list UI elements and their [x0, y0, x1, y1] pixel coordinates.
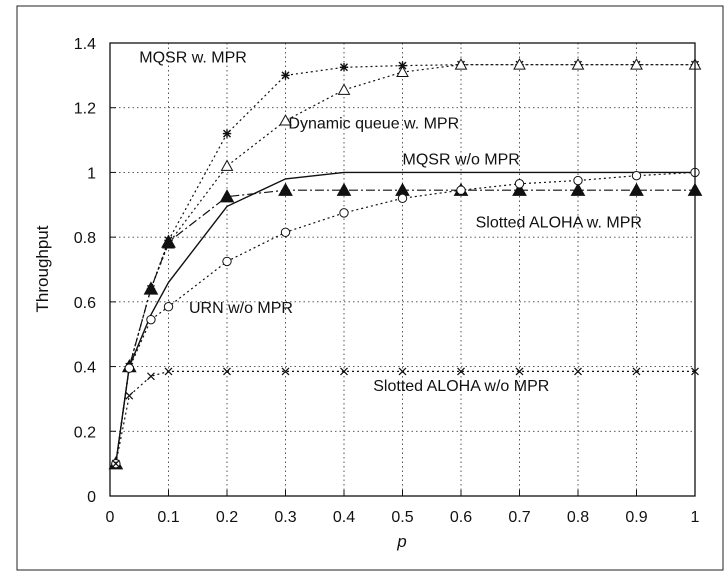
data-point-circle [163, 302, 174, 312]
data-point-circle [146, 314, 156, 325]
data-point-circle [514, 179, 525, 189]
data-point-circle [397, 193, 408, 204]
data-point-cross [574, 367, 582, 376]
data-point-triangle [630, 58, 643, 70]
data-point-triangle [512, 182, 527, 196]
data-point-cross [398, 367, 407, 376]
data-point-circle [573, 175, 583, 186]
data-point-triangle [570, 182, 586, 196]
data-point-triangle [571, 58, 585, 70]
x-tick-label: 0.7 [508, 509, 530, 526]
data-point-cross [457, 367, 465, 376]
annotations: MQSR w. MPR Dynamic queue w. MPR MQSR w/o … [139, 49, 642, 394]
series-2 [115, 171, 695, 464]
y-tick-label: 0.6 [74, 295, 96, 312]
x-axis-title: p [396, 532, 406, 551]
data-point-cross [340, 367, 348, 376]
data-point-triangle [396, 65, 409, 78]
y-axis-title: Throughput [33, 225, 52, 312]
data-point-triangle [629, 182, 644, 196]
data-point-cross [125, 391, 134, 400]
y-tick-label: 0.8 [74, 230, 96, 247]
y-tick-label: 1 [87, 165, 96, 182]
x-tick-label: 0.2 [216, 509, 238, 526]
data-point-cross [111, 459, 120, 468]
data-point-cross [632, 367, 641, 376]
series-5 [111, 367, 699, 468]
data-point-triangle [143, 281, 159, 295]
series-4 [111, 167, 700, 469]
y-tick-label: 0 [87, 489, 96, 506]
y-tick-label: 0.2 [74, 424, 96, 441]
data-point-cross [164, 367, 173, 376]
x-tick-label: 0.4 [333, 509, 355, 526]
data-point-triangle [513, 58, 526, 70]
data-point-cross [515, 367, 524, 376]
x-tick-label: 0.9 [625, 509, 647, 526]
annotation-label: MQSR w. MPR [139, 49, 247, 66]
data-point-circle [339, 208, 349, 218]
data-point-circle [124, 363, 135, 373]
ticks: 0 0.1 0.2 0.3 0.4 0.5 0.6 0.7 0.8 0.9 1 0 0.2 0.4 0.6 0… [74, 36, 700, 526]
annotation-label: Slotted ALOHA w/o MPR [373, 378, 549, 395]
data-point-triangle [454, 58, 468, 70]
data-point-circle [222, 256, 232, 267]
y-tick-label: 1.2 [74, 101, 96, 118]
x-tick-label: 0.5 [391, 509, 413, 526]
series-layer [108, 58, 703, 470]
x-tick-label: 0.3 [274, 509, 296, 526]
x-tick-label: 0.6 [450, 509, 472, 526]
x-tick-label: 1 [691, 509, 700, 526]
data-point-triangle [219, 189, 235, 203]
data-point-cross [147, 372, 155, 381]
annotation-label: Slotted ALOHA w. MPR [476, 214, 642, 231]
y-tick-label: 0.4 [74, 360, 96, 377]
data-point-asterisk [339, 63, 349, 72]
data-point-cross [281, 367, 290, 376]
data-point-cross [223, 367, 231, 376]
data-point-triangle [278, 182, 293, 196]
data-point-triangle [337, 83, 351, 95]
data-point-triangle [279, 114, 292, 126]
annotation-label: URN w/o MPR [189, 300, 293, 317]
data-point-triangle [161, 234, 176, 248]
x-tick-label: 0 [106, 509, 115, 526]
data-point-triangle [336, 182, 352, 196]
data-point-asterisk [222, 129, 232, 138]
y-tick-label: 1.4 [74, 36, 96, 53]
data-point-circle [456, 185, 466, 195]
series-line [115, 171, 695, 464]
annotation-label: Dynamic queue w. MPR [288, 116, 459, 133]
x-tick-label: 0.8 [567, 509, 589, 526]
data-point-asterisk [281, 71, 290, 80]
data-point-circle [280, 227, 291, 237]
data-point-triangle [220, 159, 234, 171]
x-tick-label: 0.1 [157, 509, 179, 526]
annotation-label: MQSR w/o MPR [403, 151, 520, 168]
data-point-circle [631, 170, 642, 181]
